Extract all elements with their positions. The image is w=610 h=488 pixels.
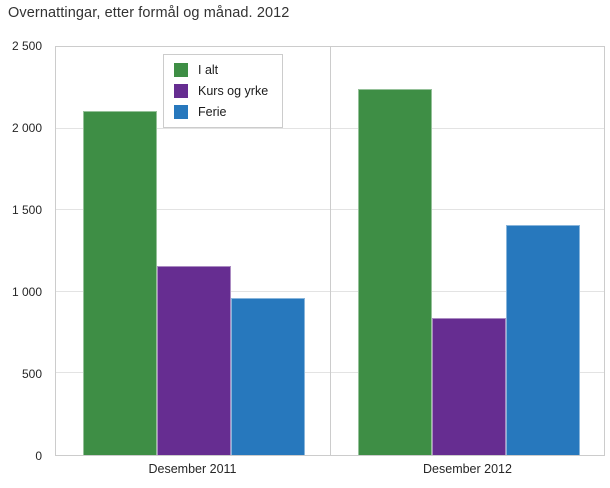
legend-swatch-icon — [174, 105, 188, 119]
x-axis-labels: Desember 2011 Desember 2012 — [55, 462, 605, 480]
legend-label: I alt — [198, 63, 219, 77]
legend-item-ferie[interactable]: Ferie — [174, 105, 268, 119]
x-axis-label-1: Desember 2011 — [148, 462, 237, 476]
legend-label: Kurs og yrke — [198, 84, 269, 98]
legend-swatch-icon — [174, 84, 188, 98]
legend-item-i-alt[interactable]: I alt — [174, 63, 268, 77]
bar-i-alt-desember-2011[interactable] — [82, 110, 157, 455]
panel-1 — [56, 47, 330, 455]
bar-kurs-og-yrke-desember-2011[interactable] — [156, 265, 231, 455]
x-axis-label-2: Desember 2012 — [423, 462, 512, 476]
y-tick-label: 1 000 — [11, 284, 42, 299]
bar-kurs-og-yrke-desember-2012[interactable] — [431, 317, 506, 455]
bar-ferie-desember-2012[interactable] — [505, 224, 580, 455]
plot-area: I alt Kurs og yrke Ferie — [55, 46, 605, 456]
panels-layer — [56, 47, 604, 455]
legend-item-kurs-og-yrke[interactable]: Kurs og yrke — [174, 84, 268, 98]
bar-ferie-desember-2011[interactable] — [230, 298, 305, 455]
y-tick-label: 0 — [35, 448, 42, 463]
chart-title: Overnattingar, etter formål og månad. 20… — [8, 5, 290, 21]
legend-swatch-icon — [174, 63, 188, 77]
legend: I alt Kurs og yrke Ferie — [163, 54, 284, 128]
panel-2 — [330, 47, 604, 455]
legend-label: Ferie — [198, 105, 227, 119]
bar-i-alt-desember-2012[interactable] — [357, 88, 432, 455]
y-axis-labels: 0 500 1 000 1 500 2 000 2 500 — [0, 39, 48, 463]
y-tick-label: 500 — [21, 366, 42, 381]
y-tick-label: 2 500 — [11, 38, 42, 53]
y-tick-label: 1 500 — [11, 202, 42, 217]
y-tick-label: 2 000 — [11, 120, 42, 135]
